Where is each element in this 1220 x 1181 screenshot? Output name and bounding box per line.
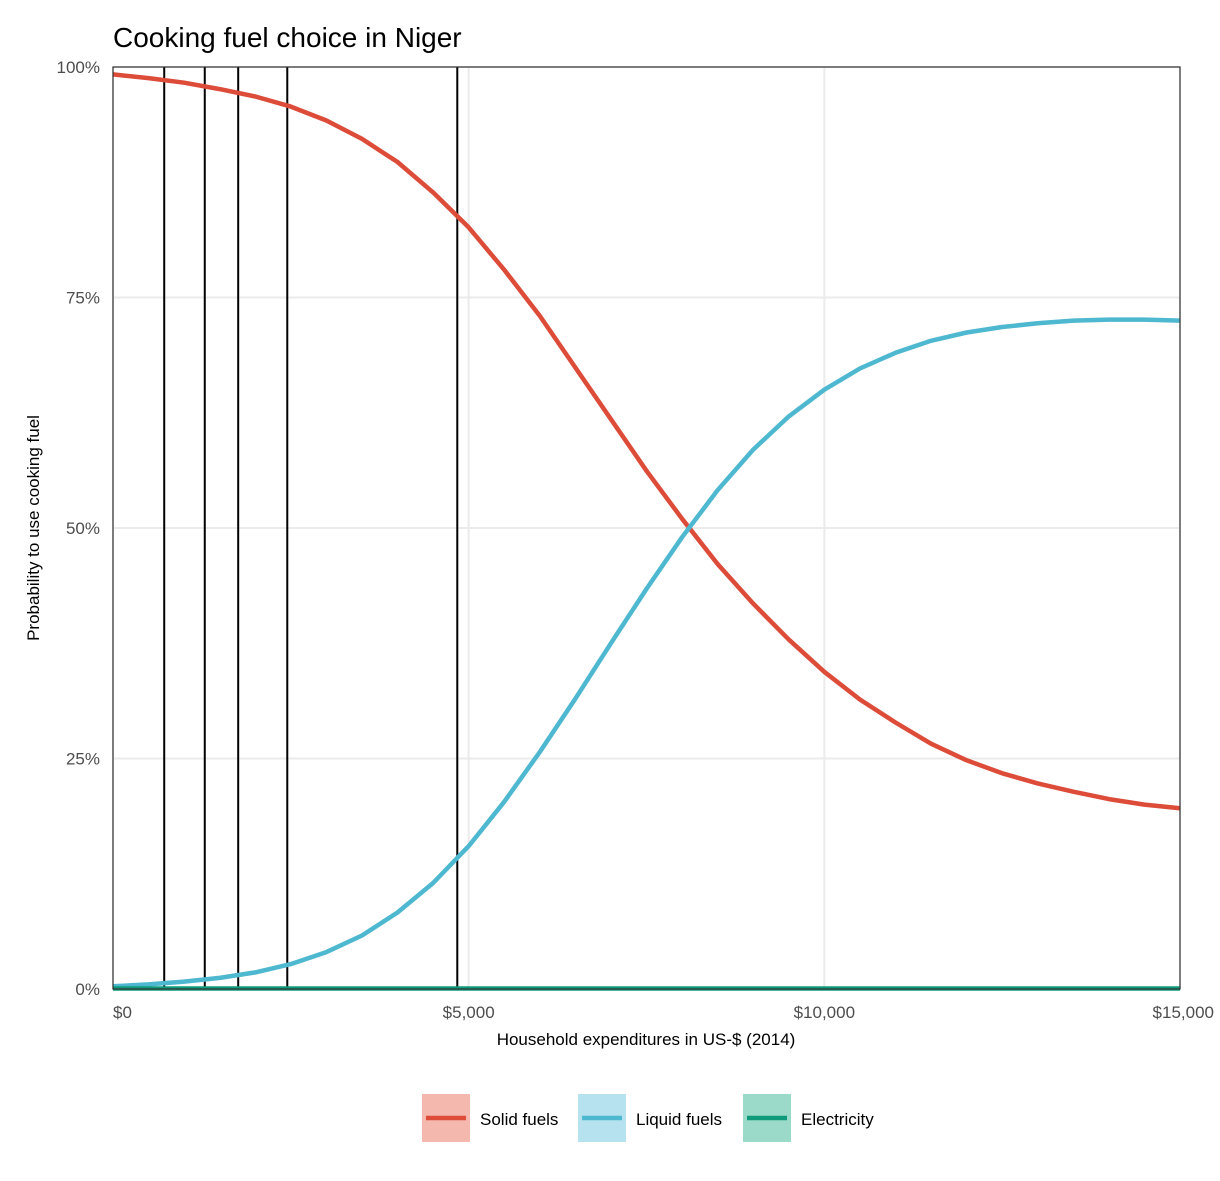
x-tick-label: $0 (113, 1003, 132, 1022)
chart-title: Cooking fuel choice in Niger (113, 22, 462, 53)
legend-label: Solid fuels (480, 1110, 558, 1129)
y-axis-label: Probability to use cooking fuel (24, 415, 43, 641)
x-axis-ticks: $0 $5,000 $10,000 $15,000 (113, 1003, 1214, 1022)
y-axis-ticks: 0% 25% 50% 75% 100% (57, 58, 100, 999)
x-tick-label: $10,000 (794, 1003, 855, 1022)
x-tick-label: $15,000 (1153, 1003, 1214, 1022)
x-axis-label: Household expenditures in US-$ (2014) (497, 1030, 796, 1049)
y-tick-label: 0% (75, 980, 100, 999)
y-tick-label: 50% (66, 519, 100, 538)
plot-border (112, 66, 1181, 990)
plot-panel (112, 66, 1181, 991)
reference-lines (163, 67, 459, 989)
y-tick-label: 75% (66, 289, 100, 308)
x-tick-label: $5,000 (443, 1003, 495, 1022)
series-line-solid-fuels (112, 72, 1181, 811)
legend-label: Electricity (801, 1110, 874, 1129)
y-tick-label: 100% (57, 58, 100, 77)
series-line-liquid-fuels (112, 317, 1181, 989)
y-tick-label: 25% (66, 750, 100, 769)
legend-label: Liquid fuels (636, 1110, 722, 1129)
legend: Solid fuels Liquid fuels Electricity (422, 1094, 874, 1142)
